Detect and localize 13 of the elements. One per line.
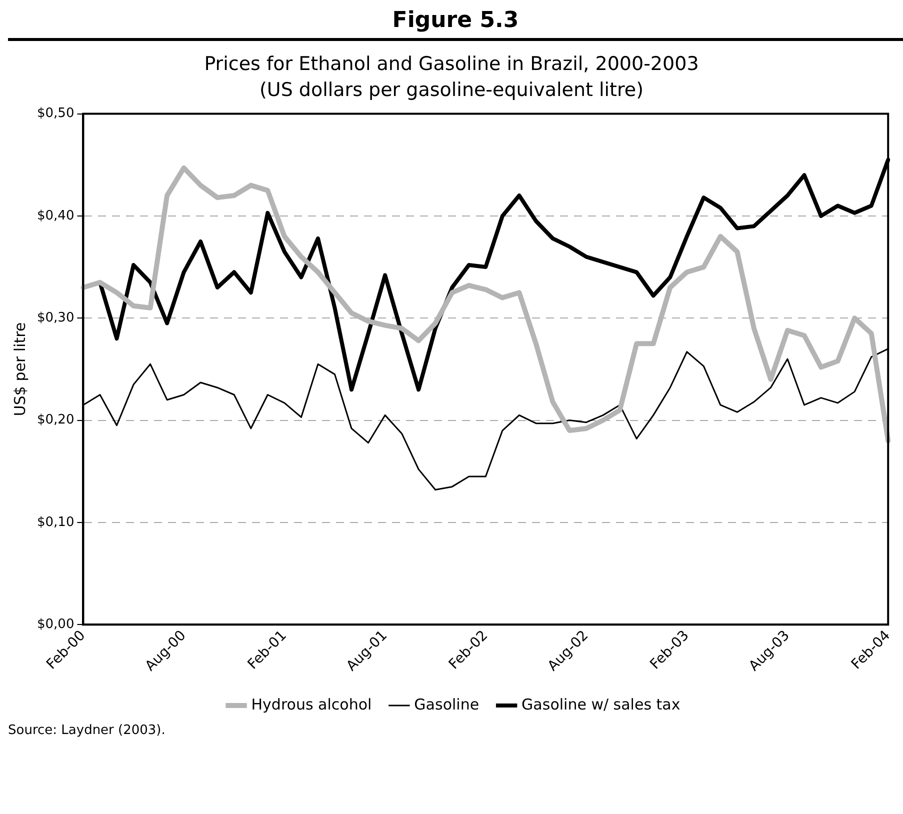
y-tick-label: $0,30 bbox=[37, 310, 74, 326]
y-tick-label: $0,20 bbox=[37, 412, 74, 428]
legend-label: Gasoline w/ sales tax bbox=[522, 695, 680, 714]
y-tick-label: $0,50 bbox=[37, 106, 74, 122]
y-tick-label: $0,10 bbox=[37, 514, 74, 530]
y-tick-label: $0,00 bbox=[37, 616, 74, 632]
y-tick-label: $0,40 bbox=[37, 208, 74, 224]
chart-title: Figure 5.3 bbox=[8, 0, 903, 41]
y-axis-title: US$ per litre bbox=[10, 322, 29, 416]
legend-label: Hydrous alcohol bbox=[251, 695, 372, 714]
chart-subtitle: Prices for Ethanol and Gasoline in Brazil, 2000-2003 (US dollars per gasoline-equivalent litre) bbox=[203, 52, 700, 103]
legend-label: Gasoline bbox=[414, 695, 480, 714]
source-note: Source: Laydner (2003). bbox=[8, 723, 166, 738]
